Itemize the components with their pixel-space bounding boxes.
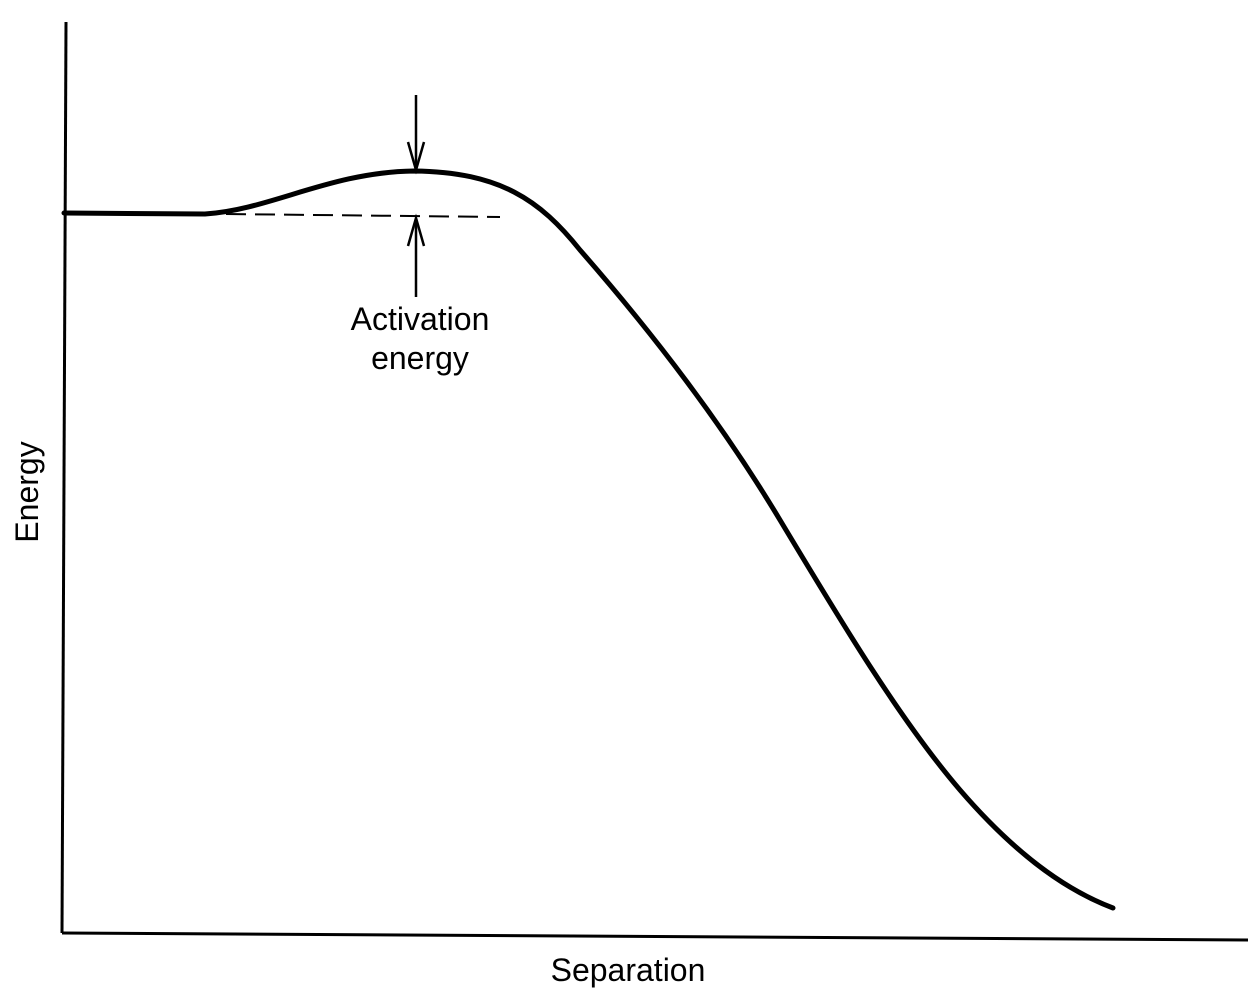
baseline-dashed-line [225,213,501,218]
energy-curve [61,168,1116,911]
y-axis-label: Energy [9,441,45,542]
activation-energy-label-line1: Activation [351,301,490,337]
activation-bottom-arrow-head [406,213,426,247]
activation-energy-label-line2: energy [371,340,469,376]
y-axis [60,21,68,934]
x-axis-label: Separation [551,952,706,988]
activation-top-arrow-head [406,141,426,175]
x-axis [61,931,1249,942]
